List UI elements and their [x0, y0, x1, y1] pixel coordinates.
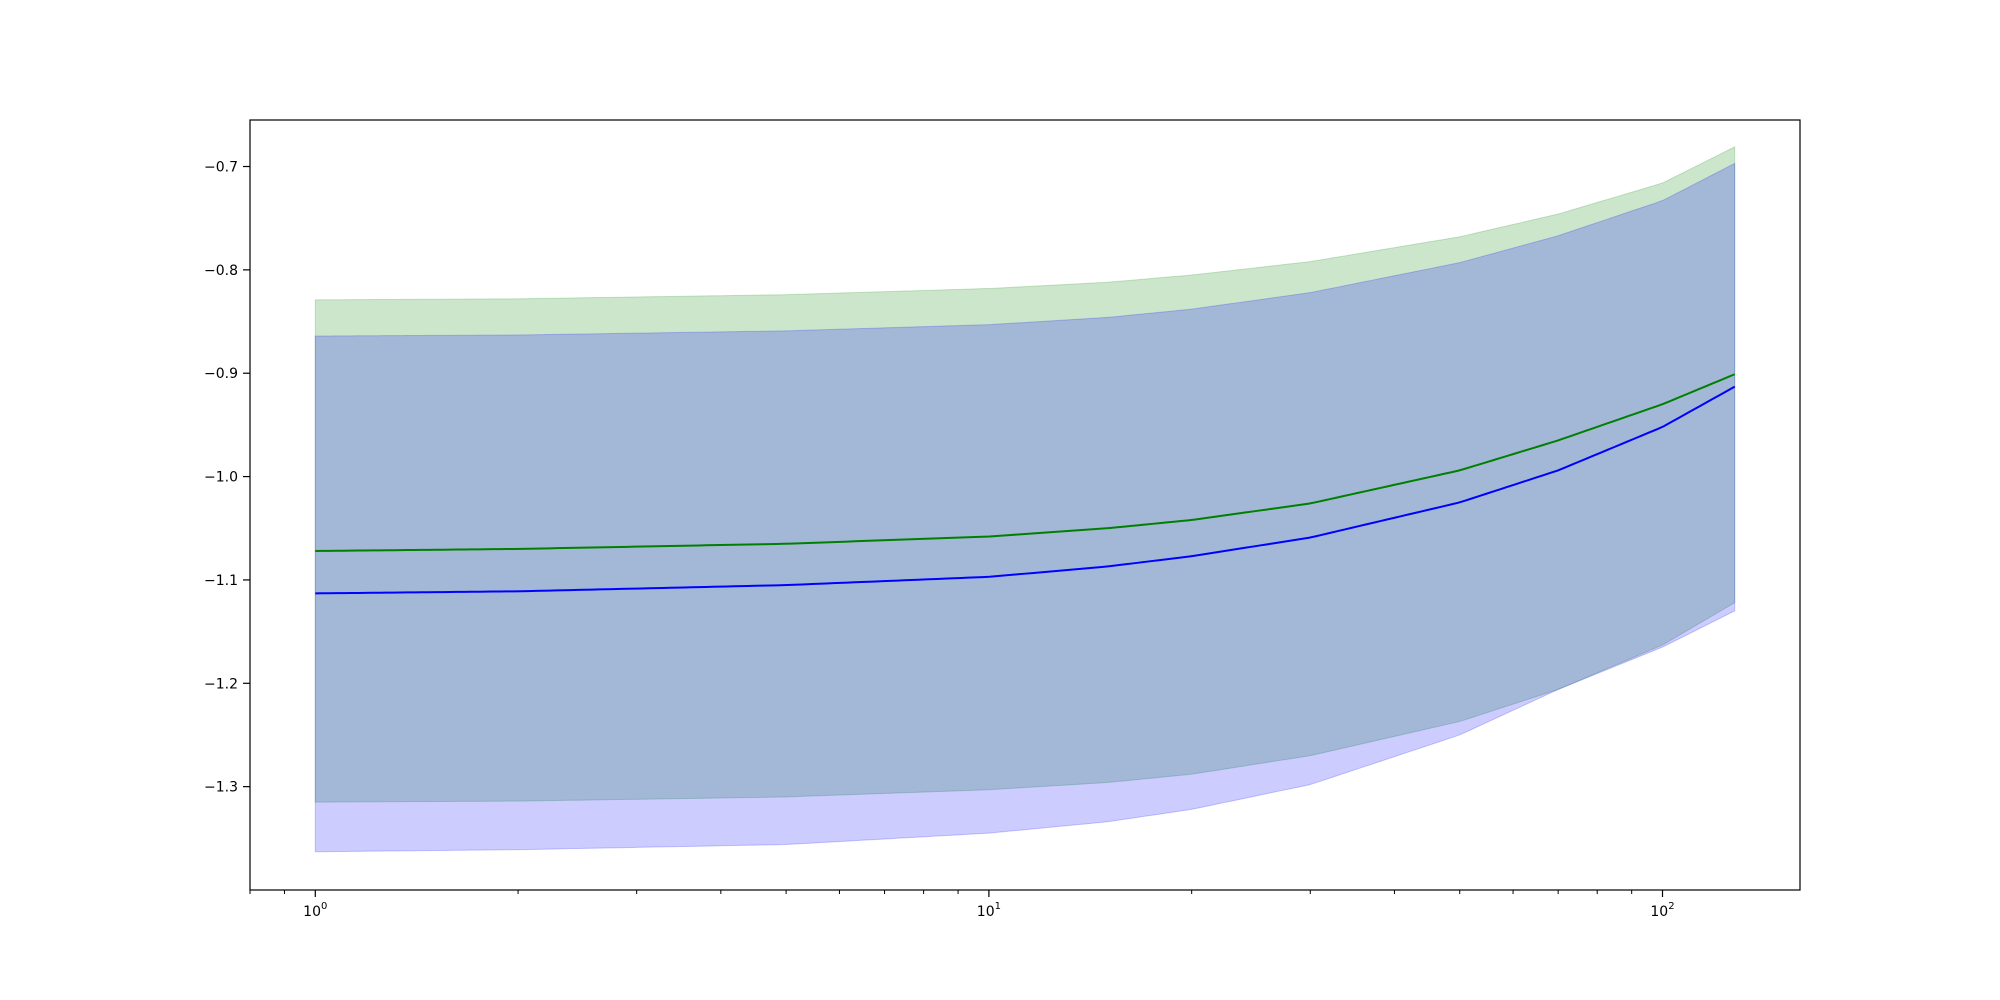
series-line-1 [315, 373, 1736, 552]
y-tick-label: −1.2 [204, 676, 238, 692]
plot-area-background [250, 120, 1800, 890]
y-tick-label: −0.7 [204, 160, 238, 176]
series-line-2 [315, 385, 1736, 595]
y-tick-label: −1.1 [204, 573, 238, 589]
x-axis: 100 101 102 [249, 890, 1675, 920]
x-tick-label: 101 [977, 901, 1001, 920]
y-tick-label: −1.0 [204, 470, 238, 486]
x-tick-label: 100 [303, 901, 327, 920]
series-lines [315, 373, 1736, 595]
confidence-band-2 [314, 162, 1736, 853]
confidence-bands [314, 146, 1736, 853]
confidence-band-1 [314, 146, 1736, 803]
y-tick-label: −1.3 [204, 780, 238, 796]
plot-frame [249, 119, 1801, 891]
y-axis: −0.7 −0.8 −0.9 −1.0 −1.1 −1.2 −1.3 [204, 160, 250, 796]
y-tick-label: −0.9 [204, 366, 238, 382]
x-tick-label: 102 [1650, 901, 1674, 920]
y-tick-label: −0.8 [204, 263, 238, 279]
